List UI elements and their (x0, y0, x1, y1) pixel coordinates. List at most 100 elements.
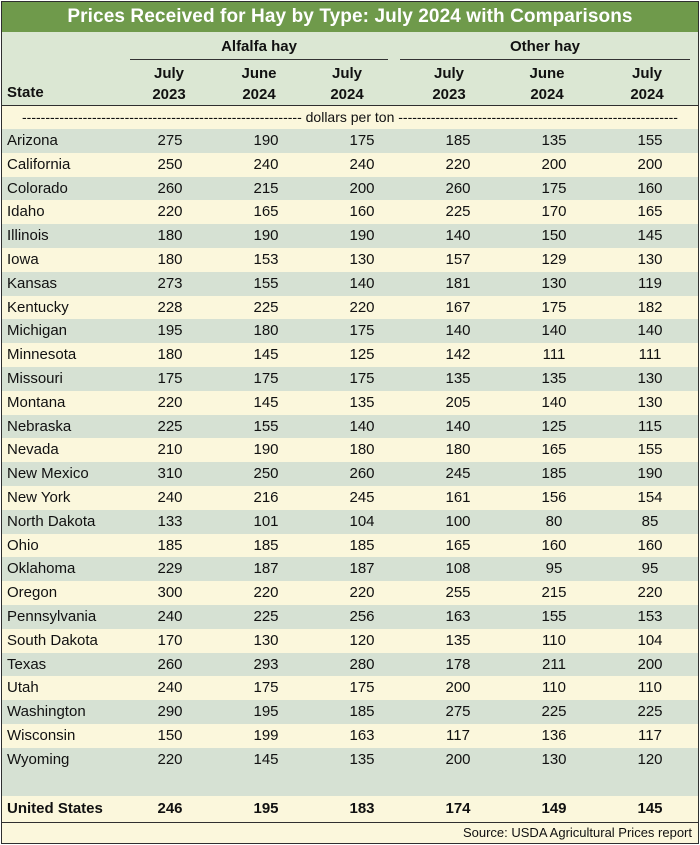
group-label-alfalfa: Alfalfa hay (221, 38, 297, 55)
price-cell: 240 (349, 155, 375, 173)
state-cell: Nevada (7, 441, 59, 459)
column-header-other-july-2023: July 2023 (404, 63, 494, 105)
price-cell: 163 (349, 726, 375, 744)
table-row: Texas 260 293 280 178 211 200 (2, 652, 698, 677)
state-cell: Colorado (7, 179, 68, 197)
state-cell: Texas (7, 655, 47, 673)
total-value: 174 (445, 799, 471, 817)
price-cell: 111 (542, 346, 566, 364)
price-cell: 190 (349, 227, 375, 245)
group-label-other: Other hay (509, 38, 581, 55)
price-cell: 145 (253, 393, 279, 411)
price-cell: 225 (157, 417, 183, 435)
column-header-month: July (631, 65, 662, 82)
price-cell: 156 (541, 488, 567, 506)
price-cell: 185 (349, 536, 375, 554)
table-row: Pennsylvania 240 225 256 163 155 153 (2, 604, 698, 629)
price-cell: 181 (445, 274, 471, 292)
price-cell: 180 (157, 346, 183, 364)
state-cell: Washington (7, 703, 86, 721)
table-row: Ohio 185 185 185 165 160 160 (2, 533, 698, 558)
price-cell: 135 (541, 132, 567, 149)
table-row: Kentucky 228 225 220 167 175 182 (2, 295, 698, 320)
total-state: United States (7, 799, 103, 817)
price-cell: 175 (157, 369, 183, 387)
price-cell: 140 (349, 417, 375, 435)
state-cell: Oregon (7, 584, 58, 602)
price-cell: 95 (545, 560, 563, 578)
price-cell: 190 (637, 465, 663, 483)
price-cell: 130 (637, 393, 663, 411)
group-divider-alfalfa (130, 59, 388, 60)
column-header-year: 2024 (330, 86, 364, 103)
price-cell: 170 (541, 203, 567, 221)
price-cell: 155 (541, 607, 567, 625)
price-cell: 135 (541, 369, 567, 387)
price-cell: 117 (446, 726, 470, 744)
price-cell: 125 (349, 346, 375, 364)
price-cell: 187 (349, 560, 375, 578)
price-cell: 145 (253, 750, 279, 768)
price-cell: 220 (157, 203, 183, 221)
price-cell: 215 (253, 179, 279, 197)
price-cell: 225 (541, 703, 567, 721)
price-cell: 220 (349, 298, 375, 316)
table-row: Oklahoma 229 187 187 108 95 95 (2, 557, 698, 582)
price-cell: 220 (637, 584, 663, 602)
state-cell: Wyoming (7, 750, 70, 768)
units-row: ----------------------------------------… (2, 106, 698, 129)
price-cell: 199 (253, 726, 279, 744)
column-header-month: June (241, 65, 277, 82)
price-cell: 175 (349, 322, 375, 340)
price-cell: 225 (253, 298, 279, 316)
price-cell: 220 (349, 584, 375, 602)
price-cell: 240 (157, 488, 183, 506)
price-cell: 220 (157, 750, 183, 768)
column-header-year: 2024 (530, 86, 564, 103)
price-cell: 187 (253, 560, 279, 578)
price-cell: 180 (253, 322, 279, 340)
price-cell: 119 (638, 274, 662, 292)
price-cell: 95 (641, 560, 659, 578)
price-cell: 130 (253, 631, 279, 649)
price-cell: 140 (445, 417, 471, 435)
price-cell: 130 (637, 369, 663, 387)
state-cell: Nebraska (7, 417, 72, 435)
state-cell: Michigan (7, 322, 68, 340)
table-row: Michigan 195 180 175 140 140 140 (2, 319, 698, 344)
table-row: Nebraska 225 155 140 140 125 115 (2, 414, 698, 439)
state-cell: New York (7, 488, 71, 506)
price-cell: 153 (637, 607, 663, 625)
price-cell: 104 (637, 631, 663, 649)
price-cell: 140 (445, 227, 471, 245)
price-cell: 275 (445, 703, 471, 721)
price-cell: 178 (445, 655, 471, 673)
price-cell: 155 (637, 441, 663, 459)
price-cell: 220 (445, 155, 471, 173)
price-cell: 167 (445, 298, 471, 316)
price-cell: 175 (541, 298, 567, 316)
price-cell: 130 (349, 250, 375, 268)
price-cell: 182 (637, 298, 663, 316)
column-header-year: 2023 (432, 86, 466, 103)
column-header-year: 2024 (630, 86, 664, 103)
column-header-month: June (529, 65, 565, 82)
price-cell: 205 (445, 393, 471, 411)
price-cell: 200 (445, 679, 471, 697)
state-cell: South Dakota (7, 631, 98, 649)
state-cell: Kansas (7, 274, 58, 292)
table-row: New Mexico 310 250 260 245 185 190 (2, 462, 698, 486)
state-cell: Ohio (7, 536, 39, 554)
price-cell: 300 (157, 584, 183, 602)
price-cell: 135 (349, 393, 375, 411)
price-cell: 200 (541, 155, 567, 173)
price-cell: 256 (349, 607, 375, 625)
total-value: 246 (157, 799, 183, 817)
price-cell: 142 (445, 346, 471, 364)
price-cell: 140 (541, 322, 567, 340)
total-value: 145 (637, 799, 663, 817)
table-row: Oregon 300 220 220 255 215 220 (2, 581, 698, 605)
price-cell: 190 (253, 441, 279, 459)
table-row: Kansas 273 155 140 181 130 119 (2, 271, 698, 296)
